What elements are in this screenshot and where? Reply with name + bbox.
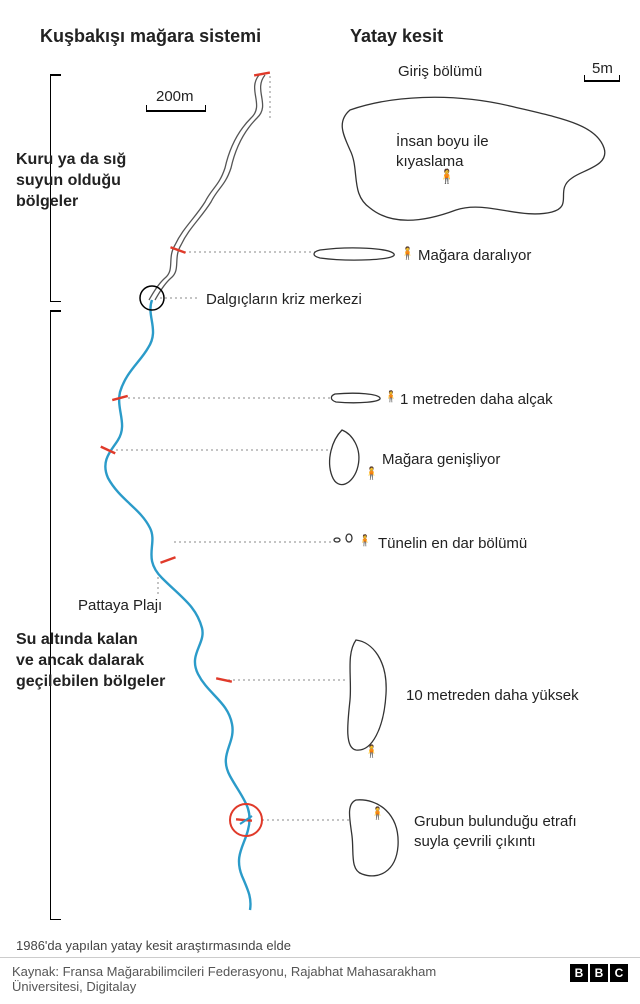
- callout-human-compare: İnsan boyu ile kıyaslama: [396, 132, 489, 171]
- human-icon: 🧍: [364, 744, 379, 758]
- callout-pattaya: Pattaya Plajı: [78, 596, 162, 616]
- bbc-b1: B: [570, 964, 588, 982]
- bbc-logo: B B C: [570, 964, 628, 982]
- source-text: Kaynak: Fransa Mağarabilimcileri Federas…: [12, 964, 436, 994]
- human-icon: 🧍: [384, 390, 398, 403]
- human-icon: 🧍: [370, 806, 385, 820]
- callout-over10m: 10 metreden daha yüksek: [406, 686, 579, 706]
- human-icon: 🧍: [364, 466, 379, 480]
- source-row: Kaynak: Fransa Mağarabilimcileri Federas…: [0, 957, 640, 1004]
- callout-widening: Mağara genişliyor: [382, 450, 500, 470]
- footnote: 1986'da yapılan yatay kesit araştırmasın…: [16, 938, 291, 953]
- diagram-container: Kuşbakışı mağara sistemi Yatay kesit 200…: [0, 0, 640, 1004]
- bbc-b2: B: [590, 964, 608, 982]
- callout-group: Grubun bulunduğu etrafı suyla çevrili çı…: [414, 812, 577, 851]
- callout-entrance: Giriş bölümü: [398, 62, 482, 82]
- human-icon: 🧍: [358, 534, 372, 547]
- callout-tightest: Tünelin en dar bölümü: [378, 534, 527, 554]
- callout-crisis: Dalgıçların kriz merkezi: [206, 290, 362, 310]
- callout-under1m: 1 metreden daha alçak: [400, 390, 553, 410]
- human-icon: 🧍: [400, 246, 415, 260]
- bbc-c: C: [610, 964, 628, 982]
- callout-narrowing: Mağara daralıyor: [418, 246, 531, 266]
- diagram-svg: [0, 0, 640, 940]
